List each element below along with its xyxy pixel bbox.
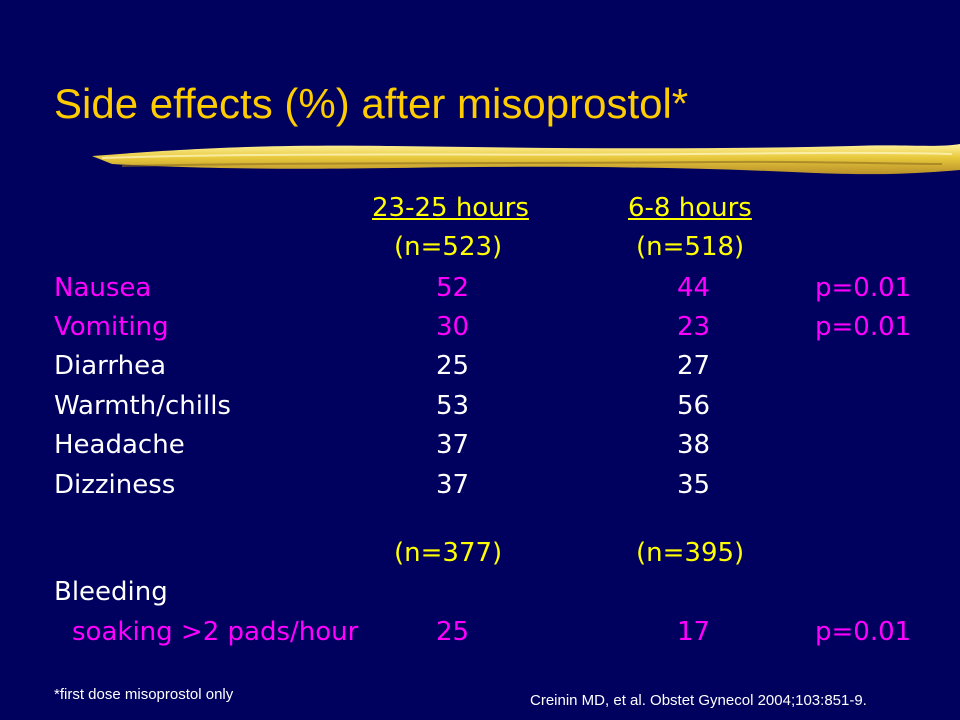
row-label-headache: Headache bbox=[54, 430, 185, 460]
col1-n: (n=523) bbox=[394, 232, 503, 262]
row-value-col1: 53 bbox=[436, 391, 470, 421]
row-label-diarrhea: Diarrhea bbox=[54, 351, 167, 381]
col2-header: 6-8 hours bbox=[628, 193, 752, 223]
row-label-vomiting: Vomiting bbox=[54, 312, 169, 342]
row-value-col1: 30 bbox=[436, 312, 470, 342]
row-value-col2: 17 bbox=[677, 617, 711, 647]
row-label-dizziness: Dizziness bbox=[54, 470, 176, 500]
row-pvalue: p=0.01 bbox=[815, 273, 912, 303]
title-underline-brushstroke bbox=[92, 144, 960, 175]
citation: Creinin MD, et al. Obstet Gynecol 2004;1… bbox=[530, 692, 867, 709]
col2-n: (n=518) bbox=[636, 232, 745, 262]
col2-n-bleeding: (n=395) bbox=[636, 538, 745, 568]
row-value-col2: 44 bbox=[677, 273, 711, 303]
row-label-nausea: Nausea bbox=[54, 273, 152, 303]
row-value-col1: 37 bbox=[436, 470, 470, 500]
row-label-bleeding: Bleeding bbox=[54, 577, 168, 607]
footnote: *first dose misoprostol only bbox=[54, 686, 234, 703]
col1-header: 23-25 hours bbox=[372, 193, 529, 223]
row-value-col1: 52 bbox=[436, 273, 470, 303]
slide-title: Side effects (%) after misoprostol* bbox=[54, 80, 689, 127]
row-label-soaking: soaking >2 pads/hour bbox=[72, 617, 359, 647]
row-value-col2: 38 bbox=[677, 430, 711, 460]
row-value-col2: 27 bbox=[677, 351, 711, 381]
row-value-col2: 56 bbox=[677, 391, 711, 421]
row-value-col2: 35 bbox=[677, 470, 711, 500]
row-label-warmth-chills: Warmth/chills bbox=[54, 391, 231, 421]
row-value-col1: 37 bbox=[436, 430, 470, 460]
row-value-col2: 23 bbox=[677, 312, 711, 342]
row-pvalue: p=0.01 bbox=[815, 617, 912, 647]
row-pvalue: p=0.01 bbox=[815, 312, 912, 342]
col1-n-bleeding: (n=377) bbox=[394, 538, 503, 568]
row-value-col1: 25 bbox=[436, 617, 470, 647]
row-value-col1: 25 bbox=[436, 351, 470, 381]
